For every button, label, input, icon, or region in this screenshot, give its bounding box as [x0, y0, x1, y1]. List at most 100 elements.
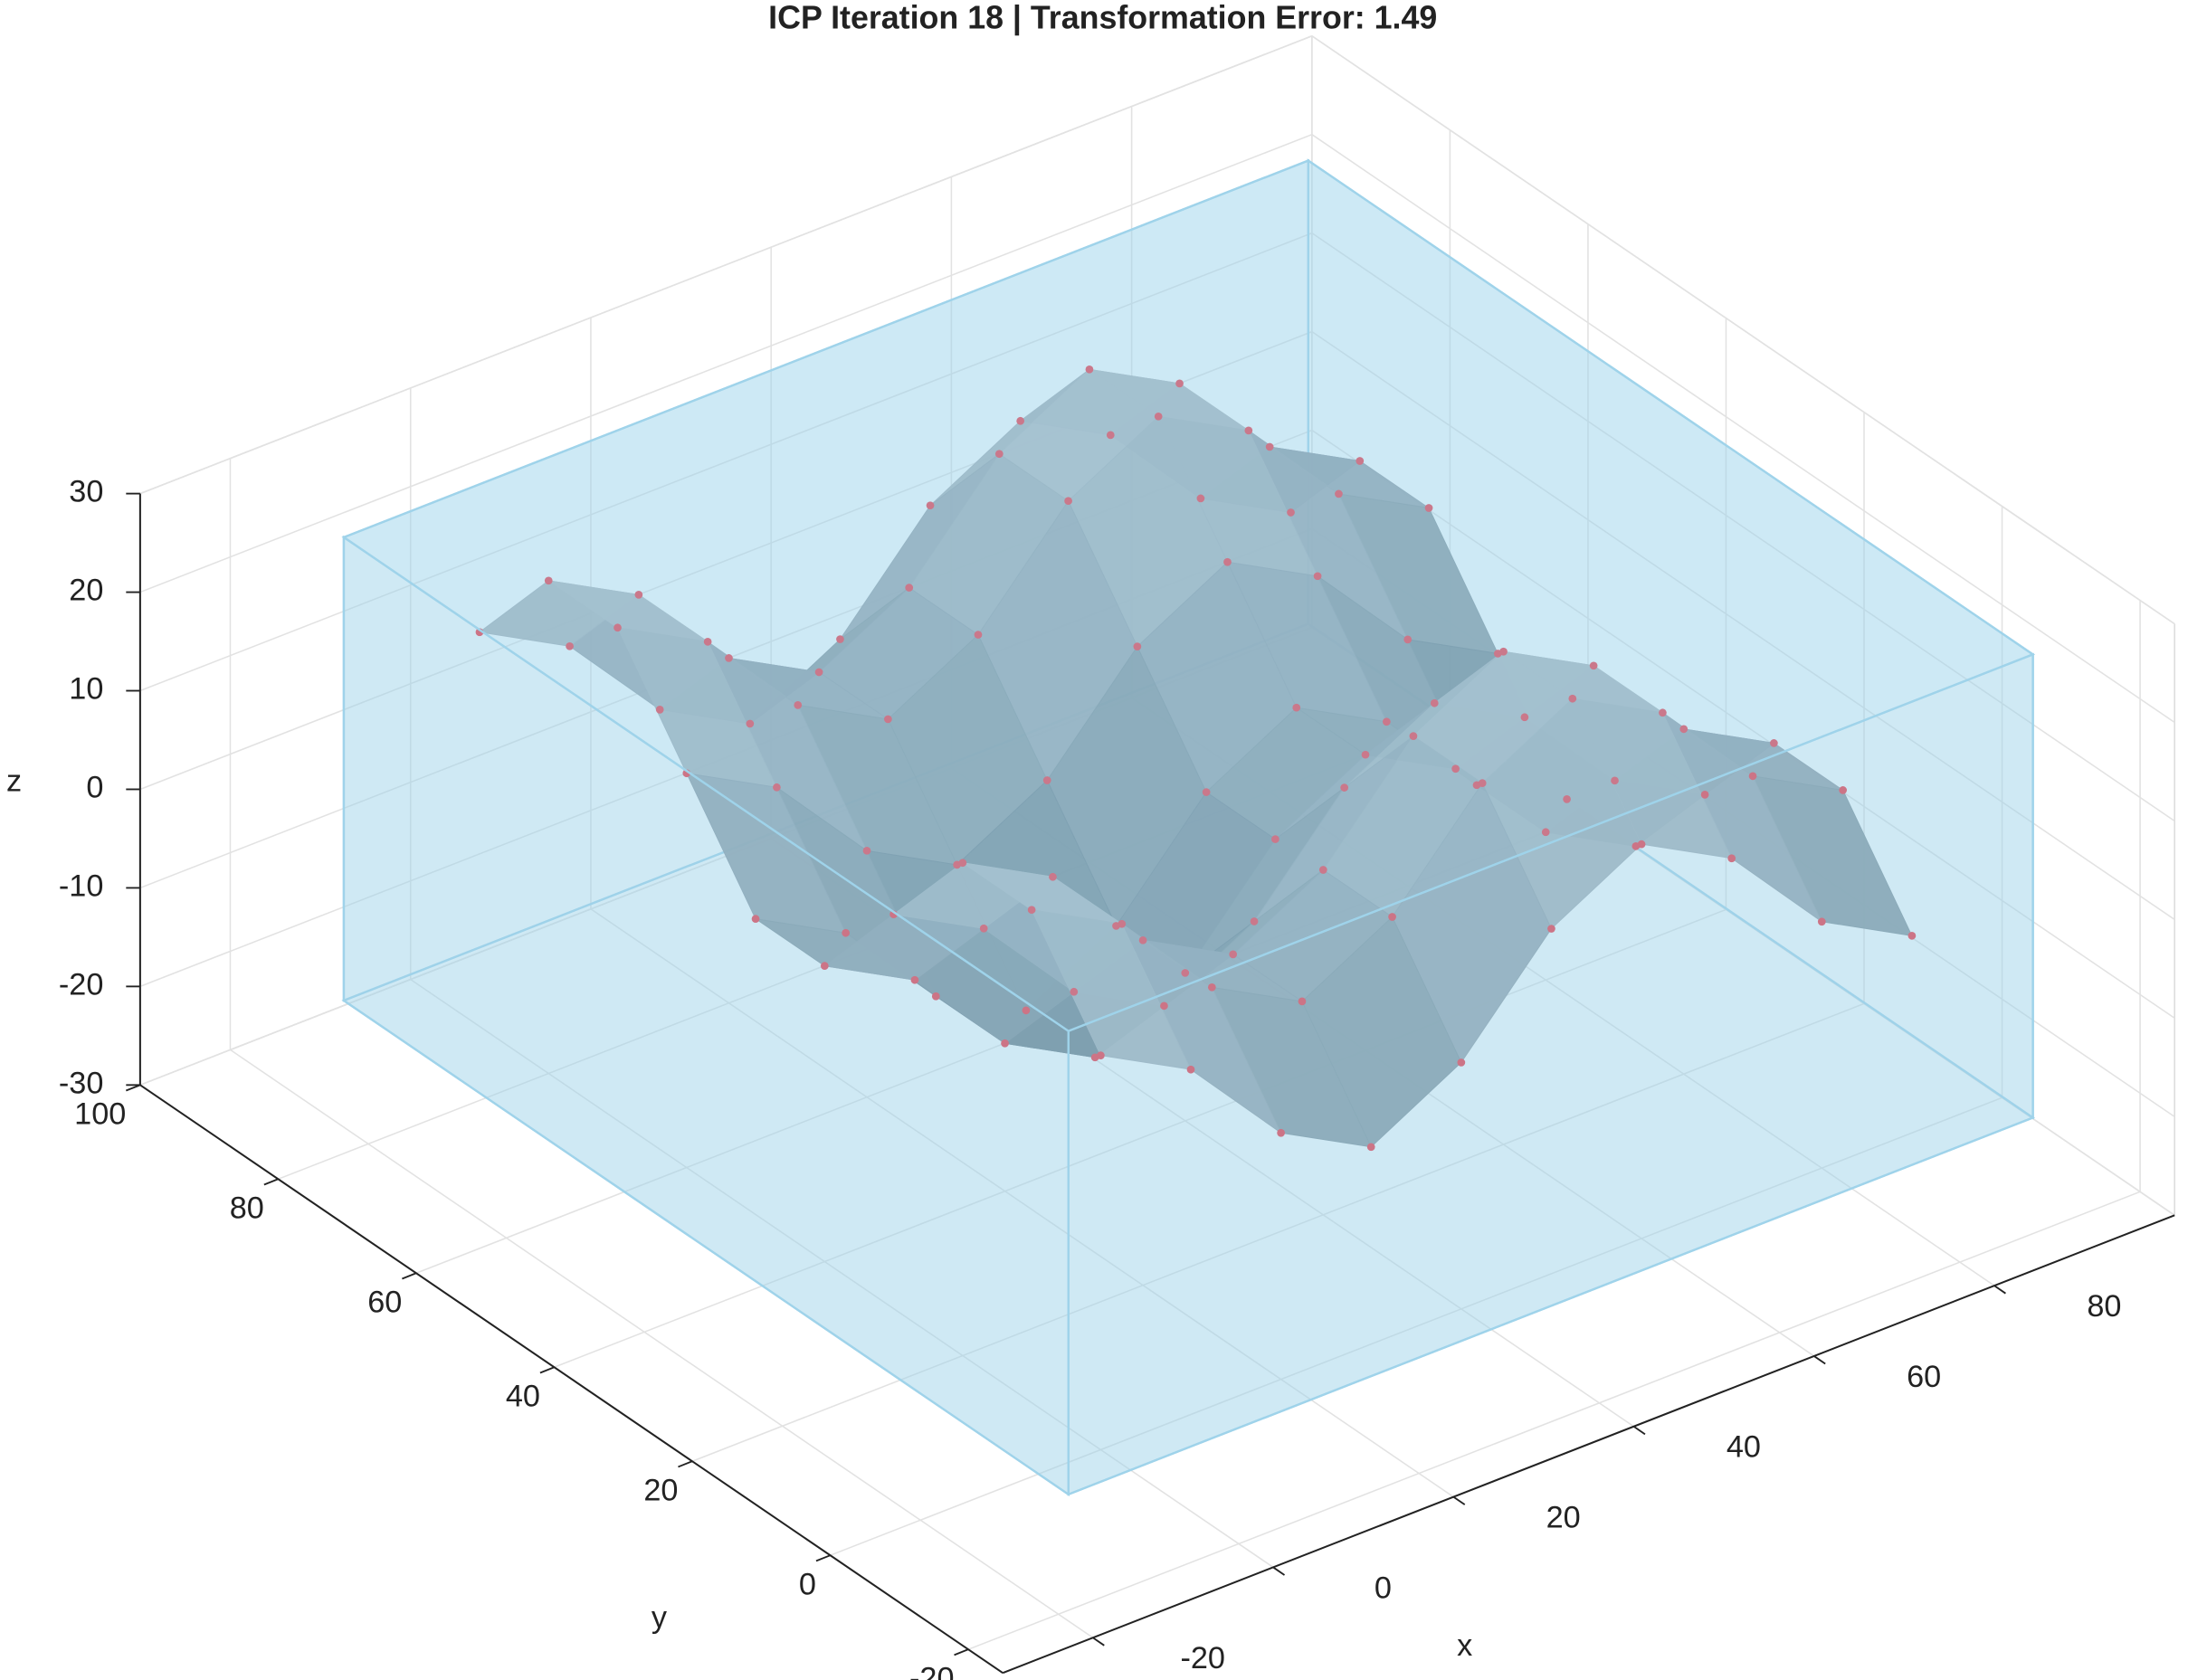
- point: [862, 846, 871, 855]
- point: [1244, 426, 1253, 435]
- point: [1070, 987, 1079, 996]
- point: [794, 701, 803, 709]
- point: [1679, 725, 1689, 734]
- y-axis-label: y: [652, 1600, 668, 1635]
- y-tick: [678, 1460, 693, 1468]
- point: [905, 584, 914, 592]
- point: [1138, 935, 1147, 944]
- point: [1335, 489, 1343, 498]
- x-tick: [1632, 1426, 1646, 1436]
- point: [1817, 917, 1826, 926]
- point: [931, 992, 940, 1001]
- point: [1042, 776, 1051, 784]
- z-tick-label: 20: [69, 574, 103, 608]
- grid-line: [830, 1096, 2002, 1556]
- x-tick-label: 80: [2087, 1289, 2121, 1324]
- point: [820, 962, 829, 971]
- point: [614, 623, 622, 632]
- point: [746, 719, 755, 728]
- x-axis-label: x: [1457, 1628, 1472, 1663]
- y-tick: [954, 1648, 969, 1656]
- point: [1160, 1001, 1168, 1011]
- point: [1563, 795, 1571, 803]
- point: [979, 924, 988, 933]
- point: [1361, 750, 1370, 759]
- point: [1154, 412, 1163, 421]
- point: [1424, 504, 1433, 512]
- point: [655, 706, 664, 714]
- z-tick-label: -10: [59, 868, 103, 903]
- point: [1340, 783, 1349, 792]
- point: [1298, 997, 1307, 1006]
- point: [1181, 969, 1190, 977]
- point: [544, 576, 553, 585]
- point: [1356, 457, 1365, 465]
- x-tick-label: 60: [1907, 1360, 1941, 1394]
- point: [1748, 772, 1757, 781]
- y-tick-label: -20: [909, 1661, 954, 1680]
- point: [842, 928, 851, 937]
- point: [1250, 917, 1259, 925]
- point: [751, 915, 760, 924]
- y-tick-label: 80: [230, 1191, 264, 1226]
- point: [994, 450, 1004, 459]
- point: [1292, 703, 1301, 712]
- point: [1770, 739, 1778, 747]
- point: [1520, 713, 1529, 722]
- y-tick: [539, 1366, 555, 1374]
- x-tick: [1452, 1495, 1466, 1505]
- grid-line: [139, 232, 1313, 692]
- point: [1430, 698, 1439, 707]
- point: [1409, 732, 1418, 740]
- point: [1388, 913, 1396, 921]
- grid-line: [1311, 429, 2175, 1020]
- z-axis-label: z: [6, 764, 22, 799]
- point: [1265, 442, 1274, 451]
- x-tick: [1993, 1285, 2006, 1295]
- x-tick-label: 0: [1375, 1571, 1392, 1605]
- point: [1175, 379, 1184, 388]
- point: [1027, 906, 1036, 915]
- x-tick-label: 40: [1727, 1430, 1761, 1465]
- grid-line: [590, 908, 1454, 1498]
- point: [1277, 1128, 1285, 1137]
- point: [1287, 508, 1295, 517]
- point: [1229, 950, 1238, 959]
- point: [1493, 650, 1502, 658]
- x-tick: [1813, 1355, 1826, 1365]
- y-tick: [263, 1178, 279, 1186]
- grid-line: [554, 908, 1727, 1368]
- grid-line: [967, 1191, 2141, 1650]
- y-axis: [139, 1084, 1004, 1674]
- x-tick-label: 20: [1546, 1501, 1581, 1535]
- point: [1196, 494, 1205, 503]
- point: [1403, 635, 1413, 644]
- point: [1451, 764, 1460, 774]
- point: [1271, 835, 1279, 843]
- chart-title: ICP Iteration 18 | Transformation Error:…: [768, 0, 1437, 35]
- point: [1085, 365, 1094, 374]
- box-face: [341, 159, 2036, 1033]
- point: [1106, 431, 1115, 440]
- point: [725, 654, 733, 662]
- point: [634, 591, 643, 599]
- y-tick-label: 60: [367, 1286, 402, 1320]
- point: [1318, 866, 1327, 874]
- point: [884, 715, 892, 724]
- point: [1202, 788, 1211, 796]
- point: [773, 783, 781, 792]
- point: [1547, 925, 1555, 933]
- grid-line: [1311, 330, 2175, 921]
- z-tick-label: 30: [69, 475, 103, 509]
- grid-line: [230, 1049, 1094, 1638]
- y-tick: [815, 1554, 831, 1562]
- point: [1223, 557, 1232, 566]
- point: [566, 641, 574, 650]
- y-tick: [125, 1084, 141, 1092]
- point: [1022, 1006, 1031, 1015]
- point: [1659, 708, 1667, 717]
- point: [1001, 1039, 1009, 1048]
- point: [1700, 791, 1709, 799]
- point: [1727, 854, 1736, 863]
